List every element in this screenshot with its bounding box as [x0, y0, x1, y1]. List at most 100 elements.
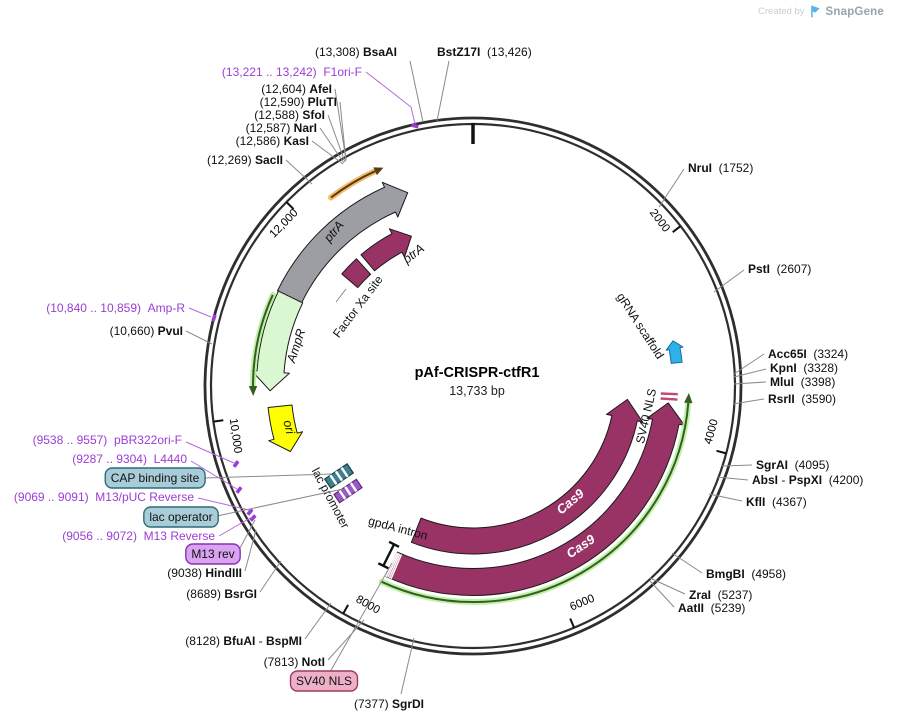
lac-operator-glyph[interactable]	[333, 478, 363, 504]
orf-arrow-short-head	[248, 386, 258, 396]
scale-tick-2000	[672, 225, 682, 233]
label-noti[interactable]: (7813) NotI	[264, 655, 325, 669]
primer-arrow-orange-head	[373, 167, 384, 176]
bfuai-bspmi-line	[304, 602, 332, 640]
rsrii-line	[732, 398, 765, 405]
label-pbr322ori-f[interactable]: (9538 .. 9557) pBR322ori-F	[33, 433, 182, 447]
gpda-intron-tbar	[382, 543, 396, 567]
label-nrui[interactable]: NruI (1752)	[688, 161, 753, 175]
label-sgrdi[interactable]: (7377) SgrDI	[354, 697, 424, 711]
orf-arrow-long-head	[684, 393, 693, 404]
m13-reverse-line	[218, 516, 253, 537]
plasmid-size: 13,733 bp	[449, 384, 505, 398]
kasi-line	[311, 140, 344, 165]
factor-xa-line	[335, 288, 347, 303]
scale-label-10,000: 10,000	[227, 418, 244, 454]
label-bsrgi[interactable]: (8689) BsrGI	[186, 587, 257, 601]
label-sv40-nls-box[interactable]: SV40 NLS	[296, 674, 352, 688]
primer-arrow-orange[interactable]	[330, 170, 376, 199]
label-l4440[interactable]: (9287 .. 9304) L4440	[72, 452, 187, 466]
label-kpni[interactable]: KpnI (3328)	[770, 361, 838, 375]
cap-binding-site-glyph[interactable]	[323, 463, 355, 489]
label-lac-operator[interactable]: lac operator	[149, 510, 212, 524]
label-bsaai[interactable]: (13,308) BsaAI	[315, 45, 397, 59]
label-zrai[interactable]: ZraI (5237)	[689, 588, 752, 602]
lac-operator-box[interactable]	[143, 506, 219, 528]
label-aatii[interactable]: AatII (5239)	[678, 601, 745, 615]
label-m13-reverse[interactable]: (9056 .. 9072) M13 Reverse	[62, 529, 215, 543]
primer-tick	[211, 314, 217, 322]
label-amp-r[interactable]: (10,840 .. 10,859) Amp-R	[46, 301, 185, 315]
label-cap-binding-site[interactable]: CAP binding site	[111, 471, 200, 485]
label-acc65i[interactable]: Acc65I (3324)	[768, 347, 848, 361]
scale-tick-12,000	[285, 201, 295, 210]
label-sgrai[interactable]: SgrAI (4095)	[756, 458, 829, 472]
sgrai-line	[721, 464, 753, 467]
orf-arrow-short[interactable]	[252, 294, 274, 387]
m13-rev-line	[238, 519, 256, 551]
credit-created-by-text: Created by	[758, 6, 805, 17]
label-f1ori-f[interactable]: (13,221 .. 13,242) F1ori-F	[222, 65, 362, 79]
label-kfli[interactable]: KflI (4367)	[746, 495, 807, 509]
sv40-nls-box-line	[329, 562, 393, 673]
grna-scaffold-arrow[interactable]	[665, 340, 684, 364]
absi-pspxi-line	[716, 476, 749, 481]
label-pluti[interactable]: (12,590) PluTI	[260, 95, 337, 109]
label-m13-rev[interactable]: M13 rev	[191, 547, 234, 561]
primer-tick	[246, 508, 254, 516]
primer-tick	[249, 514, 257, 522]
sgrdi-line	[400, 637, 415, 695]
ori-arrow[interactable]	[267, 404, 303, 452]
ampr-arrow[interactable]	[251, 290, 304, 392]
bsaai-line	[409, 60, 424, 123]
cap-binding-site-box[interactable]	[104, 467, 206, 489]
scale-tick-4000	[716, 449, 727, 455]
label-rsrii[interactable]: RsrII (3590)	[768, 392, 836, 406]
zrai-line	[649, 577, 686, 595]
label-nari[interactable]: (12,587) NarI	[246, 121, 317, 135]
psti-line	[713, 269, 745, 293]
pluti-line	[339, 101, 347, 162]
label-kasi[interactable]: (12,586) KasI	[236, 134, 309, 148]
sv40-nls-box-box[interactable]	[289, 670, 359, 692]
ori-label: ori	[281, 419, 298, 437]
mlui-line	[733, 381, 767, 385]
label-bmgbi[interactable]: BmgBI (4958)	[706, 567, 786, 581]
orf-arrow-long[interactable]	[381, 402, 690, 604]
label-afei[interactable]: (12,604) AfeI	[261, 82, 332, 96]
snapgene-logo-icon	[810, 5, 820, 18]
acc65i-line	[733, 353, 765, 375]
label-bfuai-bspmi[interactable]: (8128) BfuAI - BspMI	[185, 634, 302, 648]
gpda-intron-stripe	[387, 552, 400, 578]
ptra-maroon-segment[interactable]	[341, 258, 372, 289]
label-sacii[interactable]: (12,269) SacII	[207, 153, 283, 167]
label-mlui[interactable]: MluI (3398)	[770, 375, 835, 389]
label-m13-puc-reverse[interactable]: (9069 .. 9091) M13/pUC Reverse	[14, 490, 194, 504]
scale-tick-8000	[342, 604, 349, 615]
scale-label-6000: 6000	[568, 593, 596, 614]
ptra-maroon-arrow[interactable]	[360, 228, 412, 272]
label-sfoi[interactable]: (12,588) SfoI	[254, 108, 325, 122]
gpda-intron-label: gpdA intron	[367, 514, 429, 543]
scale-label-4000: 4000	[703, 418, 721, 446]
snapgene-credit: Created by SnapGene	[758, 5, 884, 18]
label-absi-pspxi[interactable]: AbsI - PspXI (4200)	[752, 473, 863, 487]
cas9-inner-arrow[interactable]	[410, 398, 644, 555]
bsrgi-line	[259, 560, 282, 593]
primer-tick	[235, 486, 243, 494]
label-bstz17i[interactable]: BstZ17I (13,426)	[437, 45, 532, 59]
label-pvui[interactable]: (10,660) PvuI	[110, 324, 183, 338]
label-psti[interactable]: PstI (2607)	[748, 262, 811, 276]
pbr322ori-f-line	[185, 441, 235, 464]
scale-tick-10,000	[213, 419, 224, 423]
m13-rev-box[interactable]	[185, 543, 241, 565]
grna-scaffold-label: gRNA scaffold	[614, 290, 667, 361]
sv40-nls-tick	[660, 397, 678, 401]
hindiii-line	[244, 529, 257, 572]
label-hindiii[interactable]: (9038) HindIII	[167, 566, 242, 580]
ptra-gray-arrow[interactable]	[277, 181, 409, 303]
aatii-line	[649, 580, 675, 608]
cas9-outer-arrow[interactable]	[385, 402, 685, 596]
